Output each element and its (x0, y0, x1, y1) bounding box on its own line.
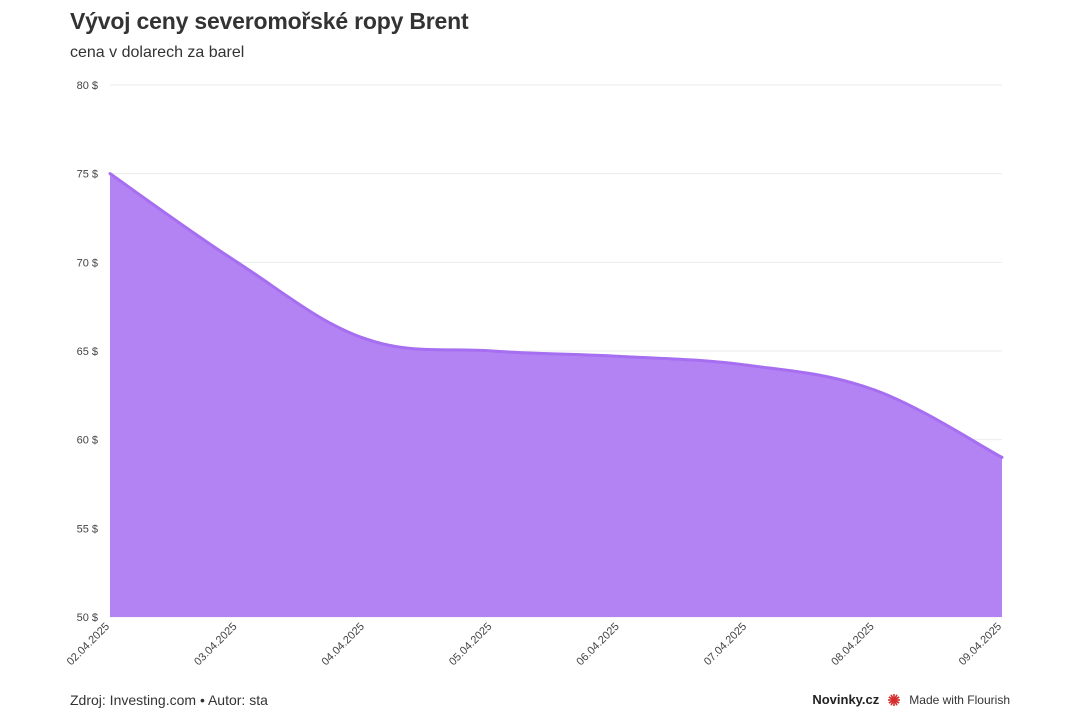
x-tick-label: 03.04.2025 (192, 621, 239, 668)
series-line (109, 172, 1003, 459)
chart-subtitle: cena v dolarech za barel (70, 44, 245, 61)
y-tick-label: 70 $ (77, 257, 98, 269)
area-fill (110, 173, 1002, 617)
x-tick-label: 05.04.2025 (447, 621, 494, 668)
flourish-icon (887, 693, 901, 707)
data-point (363, 337, 367, 341)
data-point (490, 349, 494, 353)
y-tick-label: 55 $ (77, 523, 98, 535)
area-chart: 50 $ 55 $ 60 $ 65 $ 70 $ 75 $ 80 $ 02.04.2025 03… (65, 80, 1004, 668)
novinky-logo[interactable]: Novinky.cz (812, 692, 880, 707)
made-with-flourish-link[interactable]: Made with Flourish (909, 692, 1010, 707)
data-point (873, 388, 877, 392)
x-tick-label: 09.04.2025 (957, 621, 1004, 668)
y-tick-label: 80 $ (77, 80, 98, 92)
data-point (108, 172, 112, 176)
x-tick-label: 06.04.2025 (574, 621, 621, 668)
y-tick-label: 65 $ (77, 346, 98, 358)
x-tick-label: 07.04.2025 (702, 621, 749, 668)
data-point (745, 363, 749, 367)
data-point (618, 354, 622, 358)
source-credit: Zdroj: Investing.com • Autor: sta (70, 692, 268, 708)
data-point (235, 260, 239, 264)
x-tick-label: 02.04.2025 (65, 621, 112, 668)
y-tick-label: 60 $ (77, 435, 98, 447)
x-tick-label: 04.04.2025 (320, 621, 367, 668)
chart-title: Vývoj ceny severomořské ropy Brent (70, 8, 469, 34)
y-tick-label: 50 $ (77, 612, 98, 624)
branding: Novinky.cz Made with Flourish (812, 692, 1010, 707)
data-point (1000, 455, 1004, 459)
y-tick-label: 75 $ (77, 169, 98, 181)
x-tick-label: 08.04.2025 (829, 621, 876, 668)
